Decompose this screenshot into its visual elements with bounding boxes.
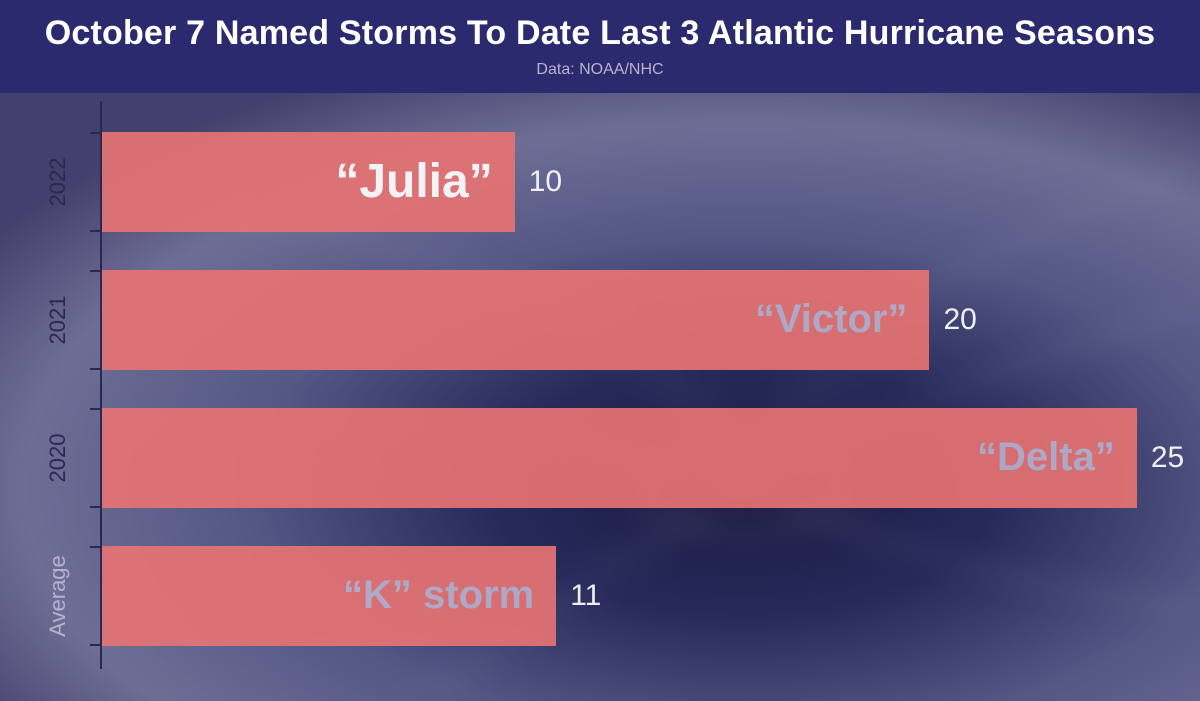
bar-2020: “Delta” 25	[100, 408, 1137, 507]
storm-name: “K” storm	[343, 573, 534, 618]
category-label: 2020	[45, 434, 71, 483]
header: October 7 Named Storms To Date Last 3 At…	[0, 0, 1200, 93]
category-label: Average	[45, 555, 71, 637]
axis-tick	[90, 408, 100, 410]
bar-row: Average “K” storm 11	[100, 527, 1170, 665]
infographic-root: October 7 Named Storms To Date Last 3 At…	[0, 0, 1200, 701]
bar-2022: “Julia” 10	[100, 132, 515, 231]
storm-name: “Victor”	[755, 297, 908, 342]
y-axis-line	[100, 101, 102, 669]
axis-tick	[90, 132, 100, 134]
storm-count-value: 10	[529, 165, 562, 199]
axis-tick	[90, 270, 100, 272]
category-label: 2022	[45, 158, 71, 207]
storm-count-value: 20	[943, 303, 976, 337]
chart-title: October 7 Named Storms To Date Last 3 At…	[20, 14, 1180, 53]
storm-count-value: 11	[570, 579, 601, 613]
bar-average: “K” storm 11	[100, 546, 556, 645]
axis-tick	[90, 230, 100, 232]
chart-subtitle: Data: NOAA/NHC	[20, 61, 1180, 79]
storm-name: “Julia”	[335, 154, 492, 209]
bar-2021: “Victor” 20	[100, 270, 929, 369]
axis-tick	[90, 644, 100, 646]
axis-tick	[90, 368, 100, 370]
axis-tick	[90, 546, 100, 548]
chart-area: 2022 “Julia” 10 2021 “Victor” 20 2020	[0, 93, 1200, 701]
bar-row: 2020 “Delta” 25	[100, 389, 1170, 527]
category-label: 2021	[45, 296, 71, 345]
bar-row: 2022 “Julia” 10	[100, 113, 1170, 251]
storm-count-value: 25	[1151, 441, 1184, 475]
chart-bars: 2022 “Julia” 10 2021 “Victor” 20 2020	[0, 93, 1200, 701]
bar-row: 2021 “Victor” 20	[100, 251, 1170, 389]
axis-tick	[90, 506, 100, 508]
storm-name: “Delta”	[977, 435, 1115, 480]
